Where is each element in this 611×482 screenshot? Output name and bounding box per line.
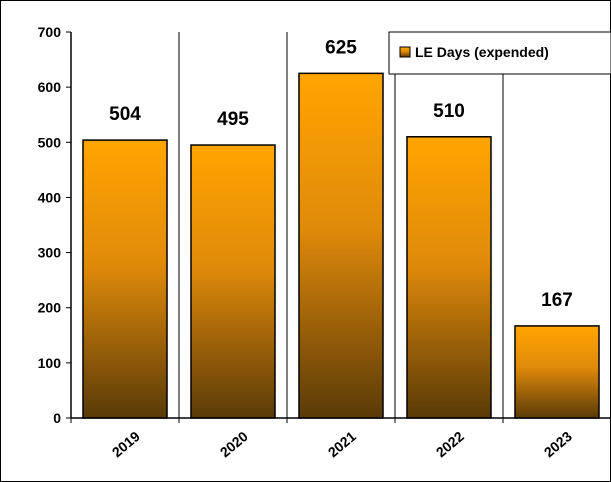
bar-2020 (190, 144, 276, 419)
bar-2022 (406, 136, 492, 419)
data-label-2021: 625 (325, 37, 357, 58)
y-tick-label: 600 (38, 79, 62, 95)
bar-2019 (82, 139, 168, 419)
y-tick-labels: 0 100 200 300 400 500 600 700 (38, 24, 62, 426)
bar-2023 (514, 325, 600, 419)
legend-label: LE Days (expended) (415, 44, 549, 60)
x-tick-label-2019: 2019 (109, 428, 143, 460)
bars (82, 72, 600, 419)
y-tick-label: 400 (38, 189, 62, 205)
legend-box (388, 31, 611, 75)
data-label-2019: 504 (109, 104, 141, 125)
data-label-2023: 167 (541, 290, 573, 311)
y-tick-label: 500 (38, 134, 62, 150)
x-tick-label-2023: 2023 (541, 428, 575, 460)
y-tick-label: 200 (38, 300, 62, 316)
legend: LE Days (expended) (388, 31, 611, 75)
y-tick-label: 100 (38, 355, 62, 371)
y-tick-label: 700 (38, 24, 62, 40)
x-tick-label-2020: 2020 (217, 428, 251, 460)
data-label-2022: 510 (433, 101, 465, 122)
gridlines (178, 32, 504, 418)
x-tick-label-2022: 2022 (433, 428, 467, 460)
x-tick-label-2021: 2021 (325, 428, 359, 460)
data-labels: 504 495 625 510 167 (109, 37, 573, 311)
bar-2021 (298, 72, 384, 419)
y-tick-label: 300 (38, 245, 62, 261)
x-tick-labels: 2019 2020 2021 2022 2023 (109, 428, 575, 460)
y-tick-label: 0 (53, 410, 61, 426)
data-label-2020: 495 (217, 109, 249, 130)
legend-swatch (399, 46, 411, 58)
